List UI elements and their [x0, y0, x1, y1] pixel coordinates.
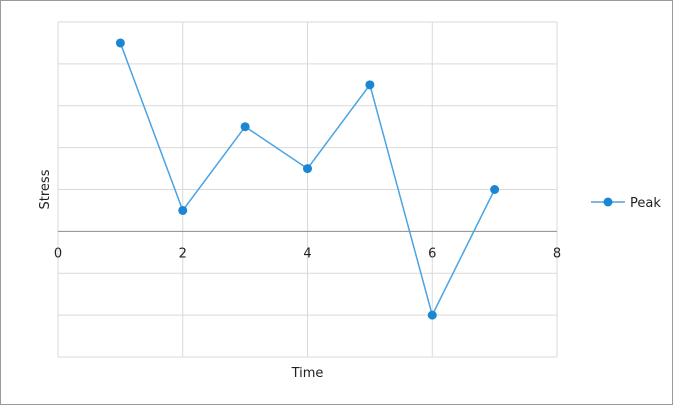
- legend-marker: [603, 197, 613, 207]
- legend: Peak: [591, 196, 661, 211]
- y-axis-title: Stress: [38, 169, 53, 209]
- data-point: [303, 164, 312, 174]
- x-tick-label: 8: [553, 246, 561, 261]
- x-axis-title: Time: [291, 366, 324, 381]
- x-tick-label: 4: [303, 246, 311, 261]
- grid: [57, 21, 558, 358]
- data-point: [490, 185, 500, 194]
- series-layer: [115, 38, 500, 320]
- x-tick-label: 2: [179, 246, 187, 261]
- x-tick-label: 6: [428, 246, 436, 261]
- legend-label-peak: Peak: [630, 196, 661, 211]
- data-point: [178, 205, 188, 215]
- data-point: [427, 310, 437, 320]
- x-tick-labels: 0 2 4 6 8: [54, 246, 561, 261]
- data-point: [240, 122, 250, 132]
- x-tick-label: 0: [54, 246, 62, 261]
- data-point: [365, 80, 375, 90]
- data-point: [115, 38, 125, 48]
